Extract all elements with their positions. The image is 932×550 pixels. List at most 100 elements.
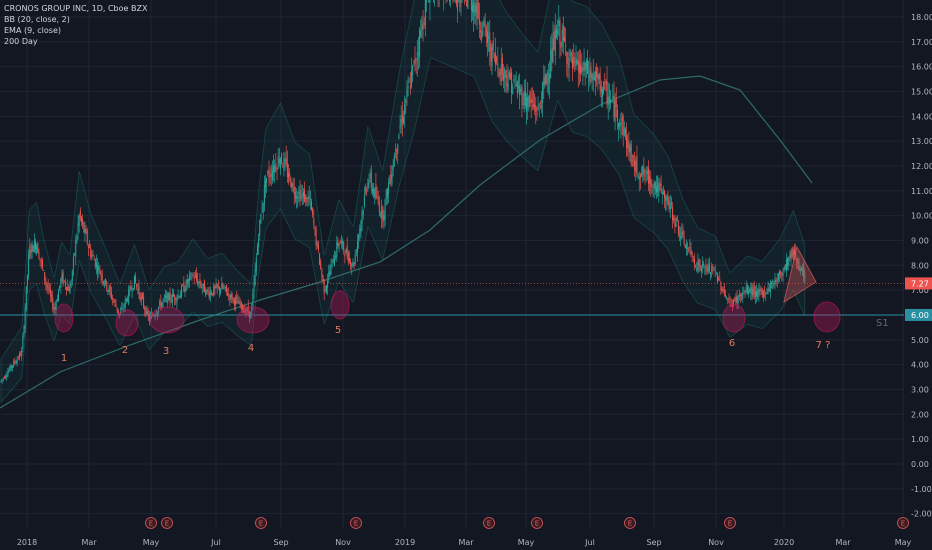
- candle-body: [75, 240, 77, 257]
- candle-body: [164, 296, 166, 298]
- candle-body: [749, 289, 751, 291]
- candle-body: [148, 315, 150, 322]
- legend-ema[interactable]: EMA (9, close): [4, 26, 61, 35]
- candle-body: [55, 302, 57, 310]
- candle-body: [480, 30, 482, 32]
- bollinger-fill: [0, 0, 806, 404]
- candle-body: [380, 214, 381, 216]
- candle-body: [748, 290, 749, 294]
- candle-body: [85, 229, 87, 234]
- candle-body: [596, 66, 598, 78]
- candle-body: [426, 0, 427, 3]
- candle-body: [21, 350, 23, 357]
- candle-body: [327, 281, 329, 288]
- earnings-marker: [350, 517, 362, 529]
- candle-body: [672, 207, 674, 221]
- price-tick: 2.00: [911, 410, 929, 419]
- candle-body: [777, 273, 779, 280]
- candle-body: [661, 190, 663, 195]
- candle-body: [745, 286, 747, 293]
- candle-body: [758, 289, 760, 295]
- price-tick: 14.00: [911, 112, 932, 121]
- candle-body: [680, 236, 682, 239]
- candle-body: [171, 293, 173, 303]
- candle-body: [474, 2, 476, 16]
- candle-body: [115, 304, 117, 307]
- legend-symbol[interactable]: CRONOS GROUP INC, 1D, Cboe BZX: [4, 4, 148, 13]
- candle-body: [33, 241, 35, 252]
- candle-body: [497, 62, 499, 67]
- candle-body: [398, 134, 400, 139]
- earnings-marker: [724, 517, 736, 529]
- candle-body: [227, 293, 229, 296]
- price-tick: 1.00: [911, 435, 929, 444]
- candle-body: [343, 241, 345, 251]
- candle-body: [230, 293, 232, 298]
- legend-bollinger[interactable]: BB (20, close, 2): [4, 15, 70, 24]
- candle-body: [639, 174, 641, 178]
- candle-body: [368, 180, 370, 185]
- candle-body: [583, 60, 585, 72]
- candle-body: [394, 153, 396, 155]
- price-axis[interactable]: 18.00 17.00 16.00 15.00 14.00 13.00 12.00 11.00…: [904, 0, 932, 550]
- earnings-label: E: [165, 520, 169, 528]
- candle-body: [196, 273, 197, 280]
- support-price-value: 6.00: [911, 311, 929, 320]
- candle-body: [623, 127, 625, 136]
- annotation-label-3: 3: [163, 346, 169, 357]
- price-tick: 17.00: [911, 38, 932, 47]
- candle-body: [491, 44, 493, 67]
- candle-body: [578, 62, 580, 74]
- candle-body: [499, 72, 501, 75]
- candle-body: [247, 305, 249, 314]
- legend-sma[interactable]: 200 Day: [4, 37, 38, 46]
- candle-body: [38, 252, 40, 259]
- candle-body: [590, 66, 592, 78]
- earnings-marker: [161, 517, 173, 529]
- candle-body: [530, 99, 532, 104]
- chart-legend: CRONOS GROUP INC, 1D, Cboe BZX BB (20, c…: [4, 3, 147, 47]
- candle-body: [228, 294, 230, 295]
- candle-body: [266, 177, 268, 183]
- candle-body: [721, 288, 723, 291]
- candle-body: [787, 257, 789, 267]
- candle-body: [41, 259, 43, 268]
- candle-body: [237, 300, 239, 304]
- candle-body: [503, 73, 505, 81]
- candle-body: [292, 183, 294, 187]
- touch-circle: [236, 306, 270, 334]
- candle-body: [524, 90, 526, 106]
- candle-body: [221, 283, 223, 290]
- candle-body: [278, 158, 280, 164]
- candle-body: [570, 53, 572, 55]
- candle-body: [781, 274, 783, 276]
- earnings-marker: [255, 517, 267, 529]
- candle-body: [87, 247, 89, 248]
- candle-body: [771, 281, 772, 283]
- candle-body: [298, 191, 300, 195]
- time-axis[interactable]: 2018 Mar May Jul Sep Nov 2019 Mar May Jul Sep Nov 20…: [0, 528, 932, 550]
- candle-body: [601, 89, 603, 98]
- candle-body: [591, 74, 593, 81]
- candle-body: [752, 288, 754, 298]
- price-tick: 4.00: [911, 361, 929, 370]
- candle-body: [389, 179, 391, 185]
- candle-body: [478, 18, 480, 25]
- candle-body: [105, 278, 107, 284]
- candle-body: [255, 257, 257, 272]
- candle-body: [791, 248, 793, 257]
- candle-body: [90, 248, 92, 257]
- candle-body: [800, 268, 802, 271]
- candle-body: [489, 32, 491, 52]
- candle-body: [553, 31, 555, 49]
- candle-body: [254, 268, 256, 285]
- candle-body: [696, 268, 698, 271]
- candle-body: [5, 376, 7, 378]
- candle-body: [712, 266, 714, 269]
- candle-body: [537, 105, 539, 110]
- candle-body: [251, 307, 253, 314]
- candle-body: [509, 73, 511, 79]
- candle-body: [682, 228, 684, 235]
- candle-body: [558, 20, 560, 27]
